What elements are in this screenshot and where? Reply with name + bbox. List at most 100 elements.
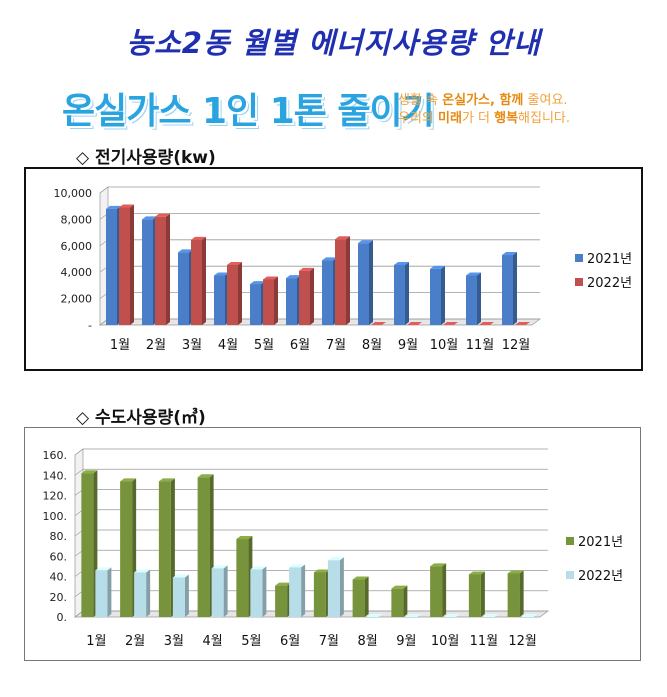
water-bar-2021 [236,539,249,617]
water-x-tick-label: 11월 [470,634,499,649]
electricity-bar-side [166,213,170,325]
electricity-bar-2021 [502,255,513,325]
water-legend-label: 2021년 [578,535,623,550]
water-bar-2022 [95,570,108,617]
water-bar-side [223,565,228,617]
electricity-bar-2021 [466,275,477,325]
water-bar-top [197,474,214,478]
campaign-slogan: 온실가스 1인 1톤 줄이기 [62,91,435,132]
electricity-y-tick-label: 4,000 [61,266,93,279]
water-legend-label: 2022년 [578,569,623,584]
electricity-x-tick-label: 2월 [146,338,166,353]
water-bar-side [364,576,369,617]
water-chart: 0. 20. 40. 60. 80. 100. 120. 140. 160. 1월 2월 3월 4월 5월… [43,448,623,649]
water-bar-top [172,574,189,578]
electricity-bar-top [191,236,206,240]
electricity-bar-top [286,275,301,279]
electricity-bar-top [214,272,229,276]
electricity-bar-2021 [250,284,261,325]
water-bar-top [468,571,485,575]
electricity-bar-side [405,261,409,325]
water-bar-top [236,536,253,540]
electricity-bar-top [502,252,517,256]
electricity-bar-side [513,252,517,325]
water-bar-2022 [250,569,263,617]
water-bar-top [391,585,408,589]
water-bar-top [289,564,306,568]
water-gridline-diag [74,469,84,476]
electricity-bar-top [119,204,134,208]
electricity-bar-2021 [322,260,333,325]
electricity-bar-top [479,322,494,325]
water-bar-top [482,614,499,617]
electricity-bar-2021 [142,219,153,325]
electricity-y-tick-label: 6,000 [61,240,93,253]
water-bar-top [444,614,461,617]
water-bar-side [442,563,447,617]
electricity-bar-top [106,205,121,209]
water-y-tick-label: 100. [43,510,68,523]
water-bar-2021 [391,588,404,617]
water-bar-side [262,566,267,617]
water-bar-top [211,565,228,569]
water-bar-2022 [172,577,185,617]
campaign-subtext: 생활 속 온실가스, 함께 줄여요. 우리의 미래가 더 행복해집니다. [398,92,570,128]
electricity-bar-top [263,276,278,280]
electricity-legend-label: 2022년 [587,276,632,291]
water-bar-2022 [134,572,147,617]
water-bar-2021 [313,572,326,617]
electricity-bar-2022 [335,239,346,325]
water-bar-top [507,570,524,574]
electricity-bar-2022 [119,207,130,325]
electricity-bar-2021 [106,208,117,325]
water-bar-top [95,567,112,571]
electricity-bar-2021 [394,264,405,325]
water-bar-side [480,571,485,617]
electricity-bar-side [238,261,242,325]
electricity-y-tick-label: 2,000 [61,293,93,306]
water-bar-2021 [507,573,520,617]
electricity-bar-side [346,236,350,325]
electricity-x-tick-label: 10월 [430,338,459,353]
electricity-chart-box: - 2,000 4,000 6,000 8,000 10,000 1월 2월 3월 4월 5월 6월 7… [24,167,643,371]
water-bar-2021 [158,481,171,617]
electricity-bar-2021 [358,243,369,325]
water-bar-top [521,614,538,617]
electricity-bar-top [142,216,157,220]
water-bar-2022 [211,568,224,617]
electricity-legend-label: 2021년 [587,252,632,267]
water-x-tick-label: 2월 [125,634,145,649]
water-x-tick-label: 1월 [86,634,106,649]
water-bar-2021 [430,566,443,617]
page-title: 농소2동 월별 에너지사용량 안내 [126,26,541,60]
electricity-x-tick-label: 5월 [254,338,274,353]
electricity-legend-swatch [575,278,583,286]
electricity-bar-2022 [263,279,274,325]
electricity-bar-top [299,267,314,271]
water-bar-2022 [289,567,302,617]
water-bar-2021 [352,579,365,617]
electricity-bar-2021 [178,252,189,325]
electricity-bar-top [394,261,409,265]
water-bar-top [327,557,344,561]
electricity-chart: - 2,000 4,000 6,000 8,000 10,000 1월 2월 3월 4월 5월 6월 7… [54,186,632,353]
water-y-tick-label: 20. [50,591,68,604]
water-bar-2021 [275,585,288,617]
water-bar-top [352,576,369,580]
water-y-tick-label: 40. [50,571,68,584]
electricity-bar-side [202,236,206,325]
electricity-bar-top [430,265,445,269]
electricity-x-tick-label: 11월 [466,338,495,353]
water-bar-2021 [81,473,94,617]
water-y-tick-label: 160. [43,449,68,462]
water-chart-box: 0. 20. 40. 60. 80. 100. 120. 140. 160. 1월 2월 3월 4월 5월… [24,427,641,661]
water-bar-2021 [468,574,481,617]
water-x-tick-label: 10월 [431,634,460,649]
electricity-bar-side [274,276,278,325]
water-bar-side [146,569,151,617]
electricity-section-title: ◇ 전기사용량(kw) [76,148,216,168]
water-bar-side [519,570,524,617]
water-x-tick-label: 3월 [164,634,184,649]
water-bar-side [403,585,408,617]
electricity-bar-top [407,322,422,325]
